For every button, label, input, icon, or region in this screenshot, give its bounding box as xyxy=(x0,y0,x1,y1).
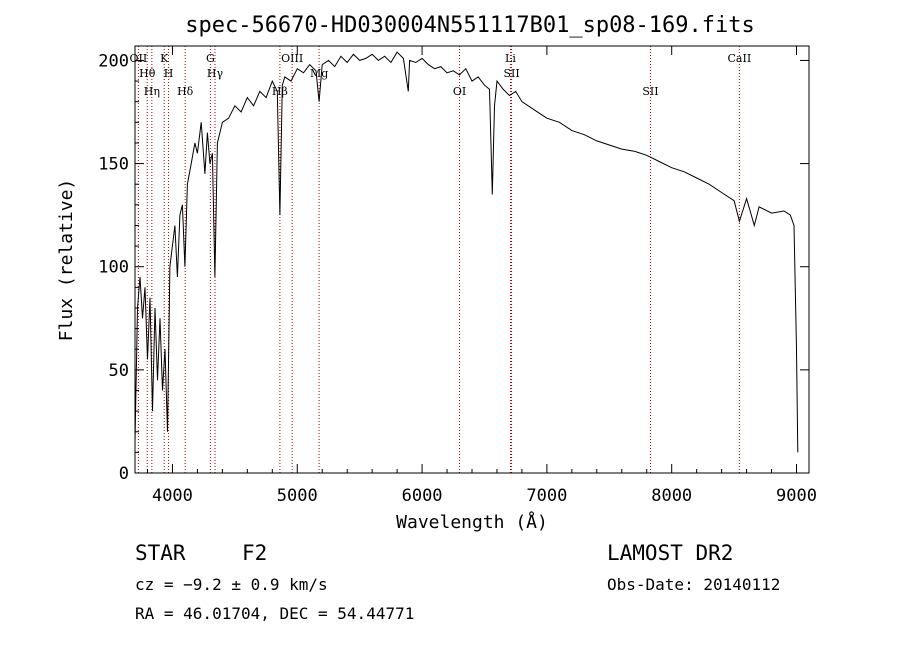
y-tick-label-0: 0 xyxy=(119,464,129,484)
y-tick-label-1: 50 xyxy=(109,361,129,381)
y-axis-label: Flux (relative) xyxy=(56,179,77,342)
x-tick-label-4: 8000 xyxy=(651,486,692,506)
line-marker-label-5: Hδ xyxy=(177,85,194,98)
line-marker-label-1: Hθ xyxy=(139,67,156,80)
line-marker-label-7: Hγ xyxy=(207,67,224,80)
line-marker-label-8: Hβ xyxy=(272,85,288,98)
x-tick-label-2: 6000 xyxy=(402,486,443,506)
x-tick-label-0: 4000 xyxy=(152,486,193,506)
line-marker-label-3: K xyxy=(160,52,169,65)
line-marker-label-13: SII xyxy=(503,67,519,80)
line-markers xyxy=(137,46,740,473)
line-marker-label-14: SII xyxy=(642,85,658,98)
object-class: STAR xyxy=(135,541,186,565)
y-tick-label-3: 150 xyxy=(98,155,129,175)
line-marker-label-15: CaII xyxy=(728,52,752,65)
line-marker-label-2: Hη xyxy=(144,85,160,98)
line-marker-label-11: OI xyxy=(453,85,466,98)
x-tick-label-3: 7000 xyxy=(526,486,567,506)
line-marker-label-6: G xyxy=(206,52,215,65)
line-marker-label-12: Li xyxy=(505,52,516,65)
y-tick-label-2: 100 xyxy=(98,258,129,278)
x-tick-label-5: 9000 xyxy=(776,486,817,506)
plot-frame xyxy=(134,45,810,474)
survey-name: LAMOST DR2 xyxy=(607,541,733,565)
coordinates: RA = 46.01704, DEC = 54.44771 xyxy=(135,604,414,623)
object-subclass: F2 xyxy=(242,541,267,565)
y-tick-label-4: 200 xyxy=(98,51,129,71)
x-axis-ticks: 4000 5000 6000 7000 8000 9000 xyxy=(146,46,817,506)
obs-date: Obs-Date: 20140112 xyxy=(607,575,780,594)
line-marker-label-10: Mg xyxy=(310,67,328,80)
line-marker-label-0: OII xyxy=(130,52,148,65)
velocity-readout: cz = −9.2 ± 0.9 km/s xyxy=(135,575,328,594)
line-marker-label-4: H xyxy=(164,67,174,80)
y-axis-ticks: 0 50 100 150 200 xyxy=(98,51,809,484)
spectrum-line xyxy=(134,51,799,453)
x-axis-label: Wavelength (Å) xyxy=(396,511,548,533)
x-tick-label-1: 5000 xyxy=(277,486,318,506)
line-marker-label-9: OIII xyxy=(281,52,303,65)
chart-title: spec-56670-HD030004N551117B01_sp08-169.f… xyxy=(185,13,755,38)
